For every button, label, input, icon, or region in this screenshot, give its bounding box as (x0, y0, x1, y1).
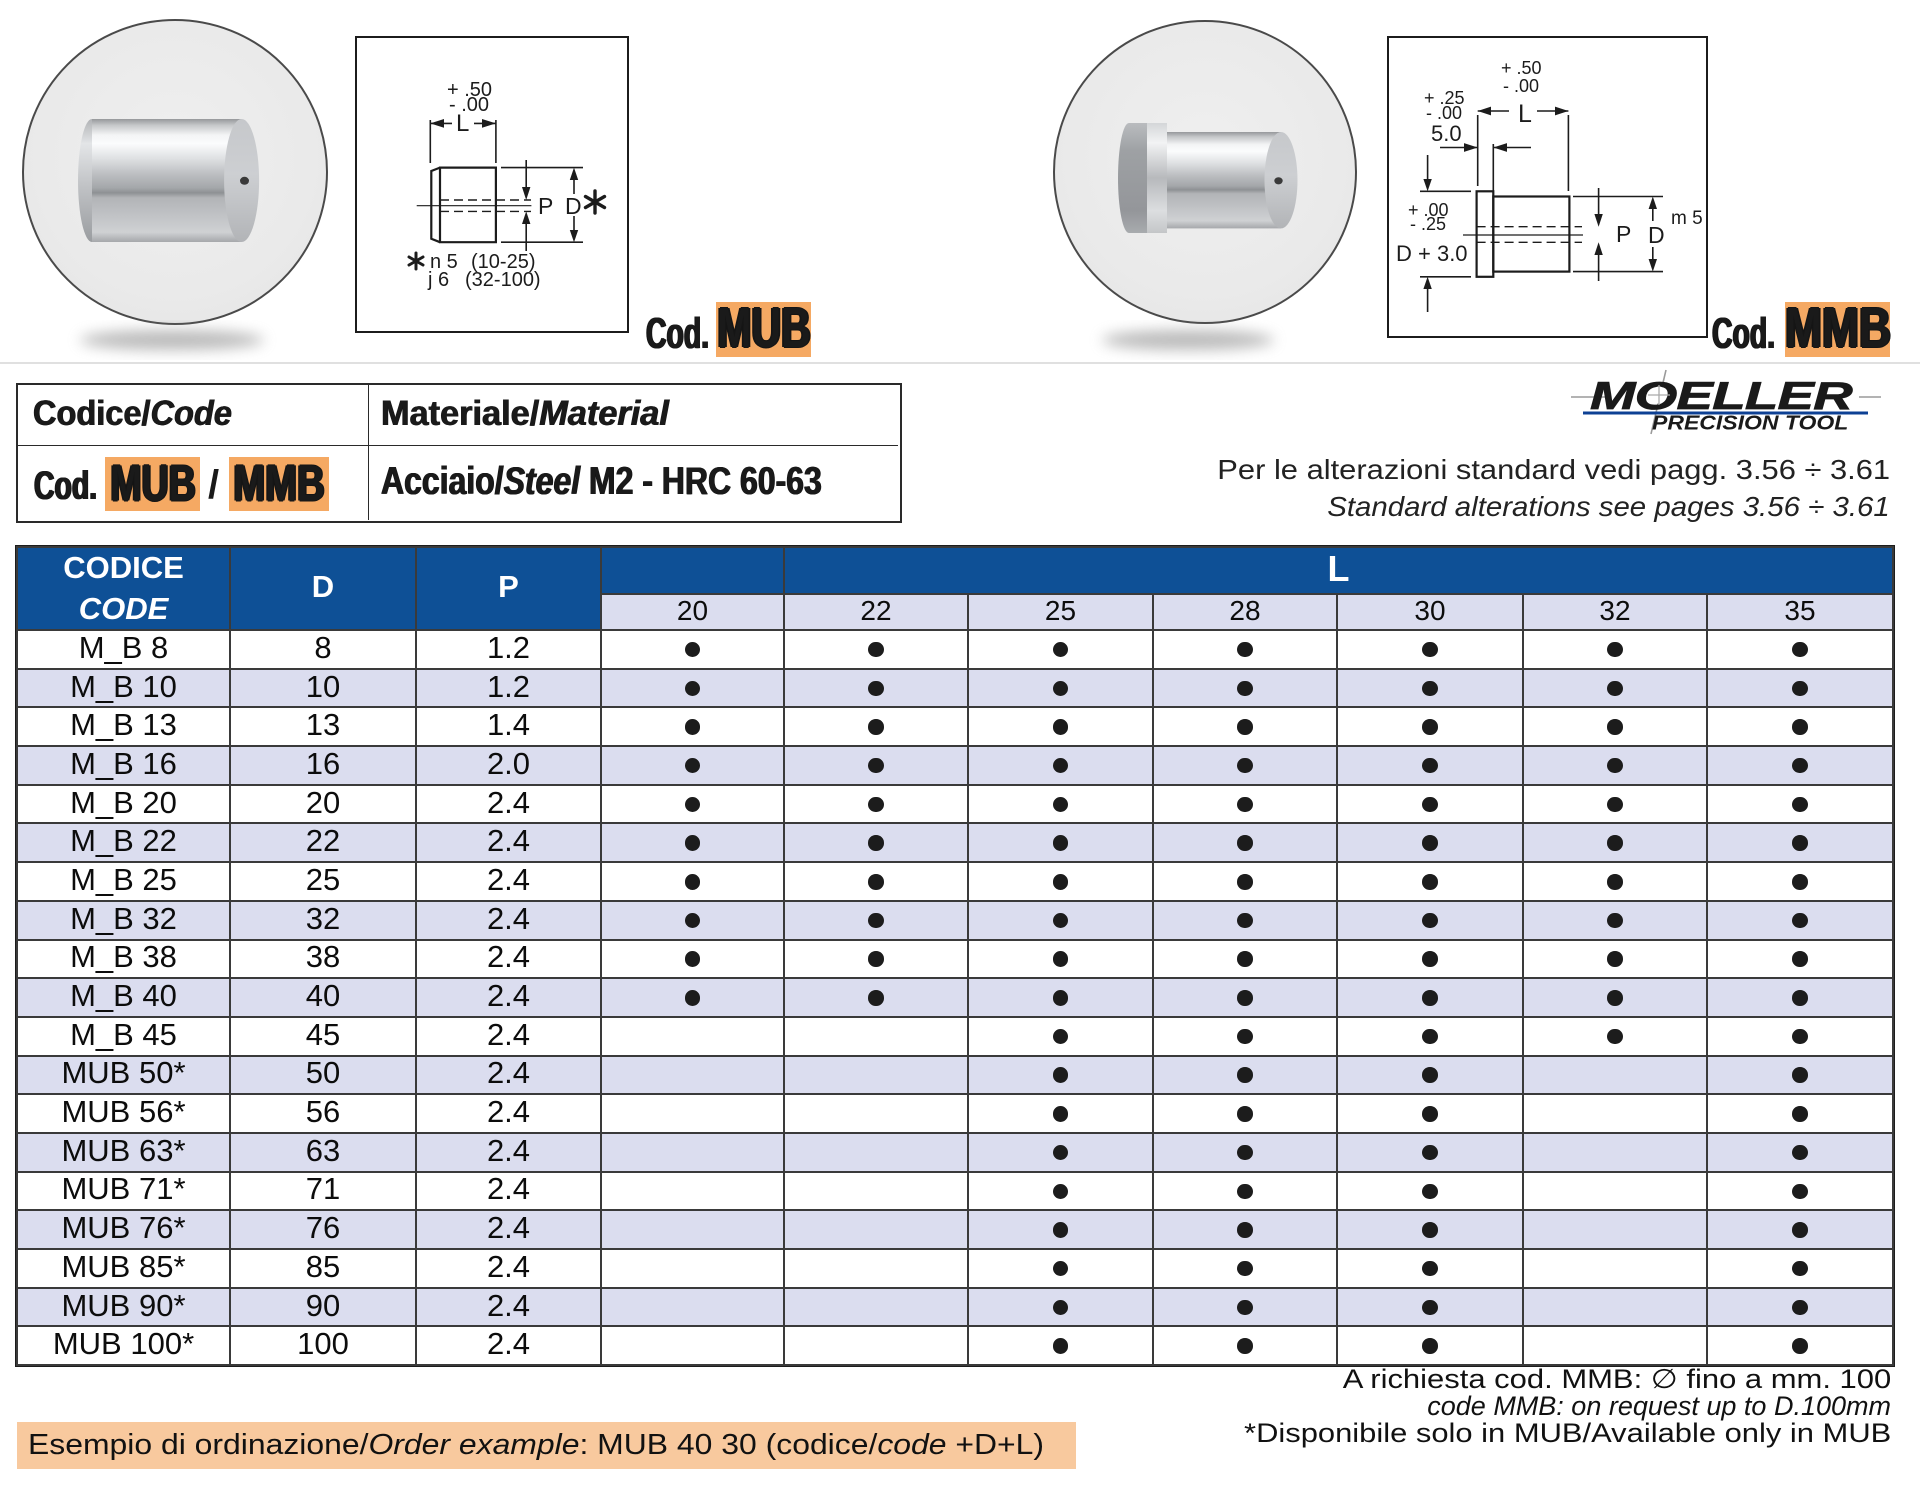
svg-text:D + 3.0: D + 3.0 (1396, 241, 1468, 266)
svg-text:m 5: m 5 (1671, 208, 1703, 229)
svg-text:MOELLER: MOELLER (1590, 374, 1852, 418)
svg-text:P: P (1616, 221, 1631, 247)
svg-text:- .00: - .00 (1426, 103, 1462, 123)
svg-text:n 5: n 5 (430, 251, 458, 273)
svg-text:+ .00: + .00 (1408, 200, 1449, 220)
svg-text:P: P (538, 193, 553, 219)
svg-text:(10-25): (10-25) (471, 251, 535, 273)
svg-text:5.0: 5.0 (1431, 121, 1462, 146)
svg-text:+ .50: + .50 (1501, 58, 1542, 78)
svg-text:L: L (456, 110, 469, 137)
svg-text:D: D (1648, 222, 1665, 248)
svg-text:- .00: - .00 (1503, 76, 1539, 96)
svg-text:- .00: - .00 (449, 94, 489, 116)
svg-text:D: D (565, 193, 582, 219)
svg-text:(32-100): (32-100) (465, 269, 541, 291)
svg-text:L: L (1518, 100, 1532, 128)
svg-text:+ .25: + .25 (1424, 88, 1465, 108)
svg-text:j 6: j 6 (427, 269, 449, 291)
svg-text:- .25: - .25 (1410, 214, 1446, 234)
svg-text:PRECISION TOOL: PRECISION TOOL (1652, 411, 1848, 434)
svg-text:+ .50: + .50 (447, 79, 492, 101)
